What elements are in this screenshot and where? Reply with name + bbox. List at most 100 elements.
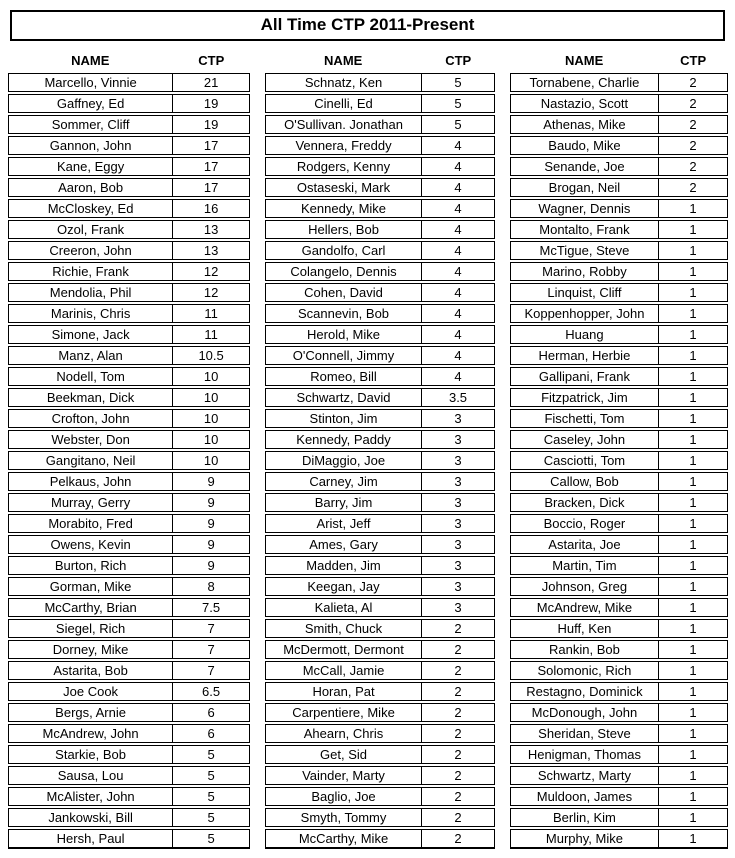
player-name-cell: Sheridan, Steve — [511, 725, 659, 742]
player-name-cell: McCall, Jamie — [266, 662, 423, 679]
ctp-value-cell: 7 — [207, 642, 215, 657]
table-row: Marcello, Vinnie 21 — [8, 73, 250, 92]
table-row: Romeo, Bill 4 — [265, 367, 495, 386]
ctp-value-cell: 3 — [454, 495, 462, 510]
player-name-cell: Marino, Robby — [511, 263, 659, 280]
ctp-value-cell: 2 — [689, 138, 697, 153]
player-name-cell: Astarita, Joe — [511, 536, 659, 553]
ctp-value-cell: 6.5 — [202, 684, 221, 699]
player-name-cell: Gallipani, Frank — [511, 368, 659, 385]
player-name-cell: Stinton, Jim — [266, 410, 423, 427]
table-row: Stinton, Jim 3 — [265, 409, 495, 428]
player-name-cell: Tornabene, Charlie — [511, 74, 659, 91]
ctp-value-cell: 2 — [689, 96, 697, 111]
table-row: Callow, Bob 1 — [510, 472, 728, 491]
table-row: Martin, Tim 1 — [510, 556, 728, 575]
ctp-value-cell: 10.5 — [198, 348, 224, 363]
table-row: Casciotti, Tom 1 — [510, 451, 728, 470]
player-name-cell: Dorney, Mike — [9, 641, 174, 658]
ctp-value-cell: 4 — [454, 306, 462, 321]
table-row: Marinis, Chris 11 — [8, 304, 250, 323]
table-row: McCall, Jamie 2 — [265, 661, 495, 680]
table-row: McDermott, Dermont 2 — [265, 640, 495, 659]
ctp-value-cell: 4 — [454, 369, 462, 384]
table-row: Creeron, John 13 — [8, 241, 250, 260]
table-header: NAME CTP — [510, 41, 728, 73]
table-row: Huff, Ken 1 — [510, 619, 728, 638]
ctp-value-cell: 4 — [454, 348, 462, 363]
table-row: Fitzpatrick, Jim 1 — [510, 388, 728, 407]
player-name-cell: Kennedy, Paddy — [266, 431, 423, 448]
player-name-cell: Gangitano, Neil — [9, 452, 174, 469]
table-row: Burton, Rich 9 — [8, 556, 250, 575]
player-name-cell: Fischetti, Tom — [511, 410, 659, 427]
ctp-value-cell: 5 — [207, 810, 215, 825]
table-row: Smyth, Tommy 2 — [265, 808, 495, 827]
player-name-cell: Joe Cook — [9, 683, 174, 700]
table-row: Baudo, Mike 2 — [510, 136, 728, 155]
ctp-column-header: CTP — [680, 53, 707, 68]
player-name-cell: Schwartz, David — [266, 389, 423, 406]
ctp-value-cell: 2 — [454, 726, 462, 741]
ctp-value-cell: 2 — [454, 642, 462, 657]
player-name-cell: Murray, Gerry — [9, 494, 174, 511]
ctp-value-cell: 2 — [454, 663, 462, 678]
table-row: Caseley, John 1 — [510, 430, 728, 449]
table-row: McCarthy, Brian 7.5 — [8, 598, 250, 617]
ctp-value-cell: 17 — [203, 138, 219, 153]
player-name-cell: Gorman, Mike — [9, 578, 174, 595]
table-row: Gallipani, Frank 1 — [510, 367, 728, 386]
ctp-value-cell: 2 — [689, 159, 697, 174]
player-name-cell: Kalieta, Al — [266, 599, 423, 616]
table-row: Jankowski, Bill 5 — [8, 808, 250, 827]
player-name-cell: Barry, Jim — [266, 494, 423, 511]
player-name-cell: Jankowski, Bill — [9, 809, 174, 826]
ctp-value-cell: 12 — [203, 285, 219, 300]
player-name-cell: McCarthy, Mike — [266, 830, 423, 847]
table-row: Simone, Jack 11 — [8, 325, 250, 344]
page: All Time CTP 2011-Present NAME CTP Marcell… — [0, 10, 735, 849]
player-name-cell: Ahearn, Chris — [266, 725, 423, 742]
player-name-cell: McCloskey, Ed — [9, 200, 174, 217]
ctp-value-cell: 17 — [203, 180, 219, 195]
ctp-value-cell: 1 — [689, 600, 697, 615]
table-row: Ozol, Frank 13 — [8, 220, 250, 239]
table-row: Linquist, Cliff 1 — [510, 283, 728, 302]
player-name-cell: McDermott, Dermont — [266, 641, 423, 658]
table-header: NAME CTP — [265, 41, 495, 73]
ctp-value-cell: 7.5 — [202, 600, 221, 615]
table-row: Henigman, Thomas 1 — [510, 745, 728, 764]
player-name-cell: Murphy, Mike — [511, 830, 659, 847]
table-row: Owens, Kevin 9 — [8, 535, 250, 554]
player-name-cell: Linquist, Cliff — [511, 284, 659, 301]
ctp-value-cell: 2 — [454, 705, 462, 720]
table-row: Scannevin, Bob 4 — [265, 304, 495, 323]
player-name-cell: DiMaggio, Joe — [266, 452, 423, 469]
ctp-value-cell: 6 — [207, 705, 215, 720]
table-row: Kennedy, Mike 4 — [265, 199, 495, 218]
ctp-value-cell: 3 — [454, 600, 462, 615]
player-name-cell: Bergs, Arnie — [9, 704, 174, 721]
table-row: Kennedy, Paddy 3 — [265, 430, 495, 449]
player-name-cell: Starkie, Bob — [9, 746, 174, 763]
ctp-value-cell: 7 — [207, 663, 215, 678]
ctp-value-cell: 3 — [454, 516, 462, 531]
ctp-value-cell: 17 — [203, 159, 219, 174]
table-row: Sheridan, Steve 1 — [510, 724, 728, 743]
ctp-value-cell: 2 — [454, 789, 462, 804]
player-name-cell: McTigue, Steve — [511, 242, 659, 259]
table-row: Restagno, Dominick 1 — [510, 682, 728, 701]
player-name-cell: Cinelli, Ed — [266, 95, 423, 112]
table-row: Bergs, Arnie 6 — [8, 703, 250, 722]
player-name-cell: Romeo, Bill — [266, 368, 423, 385]
table-row: Nastazio, Scott 2 — [510, 94, 728, 113]
table-row: Vainder, Marty 2 — [265, 766, 495, 785]
table-row: Hellers, Bob 4 — [265, 220, 495, 239]
ctp-value-cell: 2 — [689, 75, 697, 90]
table-row: McAlister, John 5 — [8, 787, 250, 806]
table-row: Schnatz, Ken 5 — [265, 73, 495, 92]
ctp-value-cell: 13 — [203, 222, 219, 237]
player-name-cell: O'Connell, Jimmy — [266, 347, 423, 364]
ctp-value-cell: 1 — [689, 495, 697, 510]
name-column-header: NAME — [324, 53, 363, 68]
